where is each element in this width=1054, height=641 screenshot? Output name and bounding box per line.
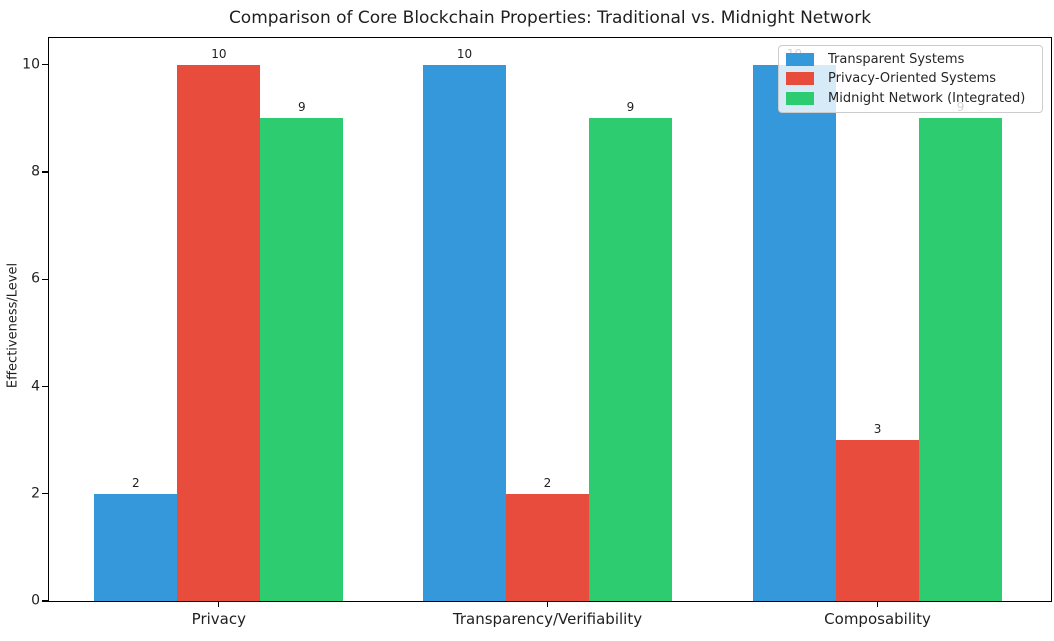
x-axis-tick [876, 602, 879, 607]
legend: Transparent Systems Privacy-Oriented Sys… [778, 45, 1043, 113]
bar [177, 64, 261, 601]
x-axis-tick [546, 602, 549, 607]
plot-area: 0 2 4 6 8 10 Privacy 2 10 9 Transparency/Verifiabi… [22, 37, 1052, 628]
bar-value-label: 10 [456, 46, 473, 61]
x-axis-tick [218, 602, 220, 607]
bar-value-label: 2 [132, 475, 140, 490]
y-axis-tick [42, 600, 48, 602]
y-tick-label: 10 [22, 56, 40, 73]
bar [94, 493, 178, 601]
bar [836, 440, 920, 601]
x-tick-label: Privacy [191, 610, 246, 628]
y-tick-label: 2 [31, 485, 40, 502]
chart-title: Comparison of Core Blockchain Properties… [228, 8, 872, 28]
y-tick-label: 8 [31, 163, 40, 180]
legend-swatch-green-icon [786, 91, 814, 105]
legend-item: Transparent Systems [786, 50, 1034, 69]
legend-item-label: Midnight Network (Integrated) [828, 90, 1026, 106]
bar [260, 118, 344, 601]
bar-value-label: 9 [298, 100, 306, 115]
bar [919, 118, 1003, 601]
bar [588, 118, 672, 601]
y-tick-label: 4 [31, 378, 40, 395]
y-axis-tick [42, 278, 48, 280]
y-axis-label: Effectiveness/Level [5, 262, 21, 389]
legend-swatch-blue-icon [786, 53, 814, 67]
bar [753, 64, 837, 601]
bar-value-label: 10 [211, 46, 227, 61]
bar-value-label: 9 [626, 100, 635, 115]
y-axis-tick [42, 493, 48, 495]
bar-value-label: 2 [543, 475, 552, 490]
legend-item: Privacy-Oriented Systems [786, 69, 1034, 88]
y-axis-tick [42, 385, 48, 388]
bar [422, 64, 506, 601]
bar [505, 493, 589, 601]
x-tick-label: Transparency/Verifiability [452, 610, 643, 628]
y-axis-tick [42, 171, 48, 173]
legend-item: Midnight Network (Integrated) [786, 89, 1034, 108]
y-tick-label: 6 [31, 270, 40, 287]
bar-value-label: 3 [873, 422, 882, 437]
legend-swatch-red-icon [786, 72, 814, 86]
legend-item-label: Transparent Systems [828, 52, 965, 68]
y-tick-label: 0 [31, 592, 40, 609]
x-tick-label: Composability [824, 610, 931, 628]
y-axis-tick [42, 64, 48, 66]
legend-item-label: Privacy-Oriented Systems [828, 71, 997, 87]
